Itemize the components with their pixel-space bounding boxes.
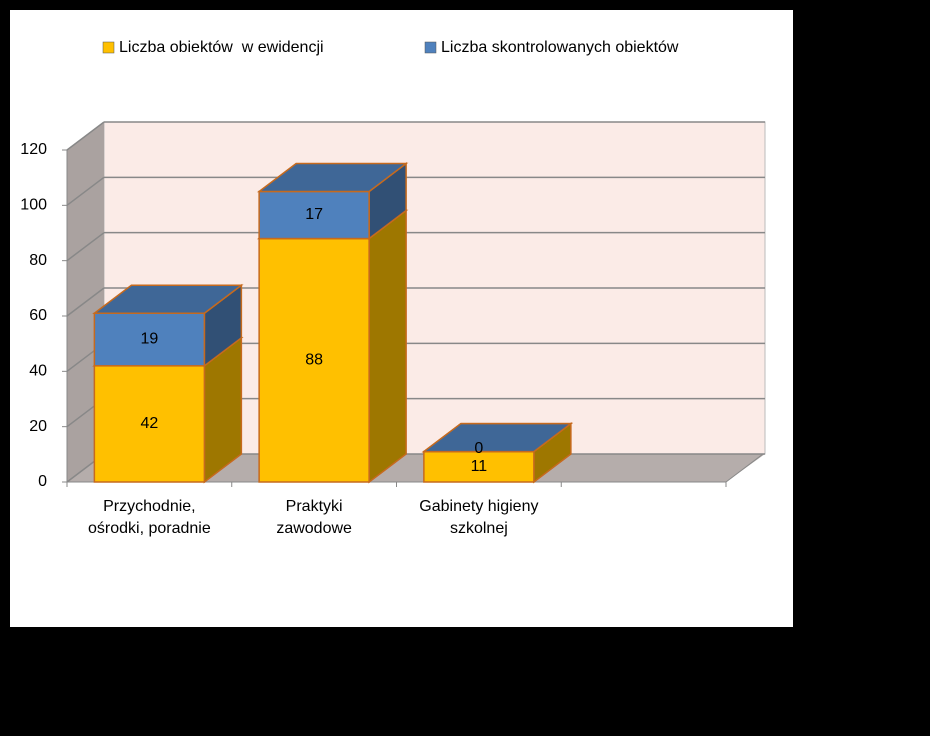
floor [67,454,765,482]
grid-line [66,176,105,206]
legend-swatch [424,41,437,54]
data-label: 17 [305,206,323,223]
bar [258,190,370,240]
bar-top [421,422,574,453]
y-tick-label: 40 [29,363,47,380]
floor-edge [725,453,764,483]
data-label: 0 [474,440,483,457]
y-tick-label: 60 [29,307,47,324]
bar [93,312,206,367]
x-tick-label: Praktyki zawodowe [276,498,352,537]
data-label: 19 [140,331,158,348]
data-label: 42 [140,415,158,432]
grid-line [66,232,105,262]
bar-top [92,284,244,314]
bar [423,450,535,483]
y-tick-label: 0 [38,473,47,490]
legend-label: Liczba obiektów w ewidencji [119,39,324,56]
x-tick-label: Gabinety higieny szkolnej [419,498,539,537]
grid-line [66,121,105,151]
bar-side [368,209,407,484]
bar [258,237,370,483]
grid-line [66,287,105,317]
legend-swatch [102,41,115,54]
bar-top [256,162,409,193]
y-tick-label: 100 [20,197,47,214]
x-tick-label: Przychodnie, ośrodki, poradnie [88,498,211,537]
y-tick-label: 20 [29,418,47,435]
bar [93,365,206,483]
y-tick-label: 80 [29,252,47,269]
data-label: 11 [471,458,488,475]
y-tick-label: 120 [20,141,47,158]
data-label: 88 [305,351,323,368]
legend-label: Liczba skontrolowanych obiektów [441,39,679,56]
